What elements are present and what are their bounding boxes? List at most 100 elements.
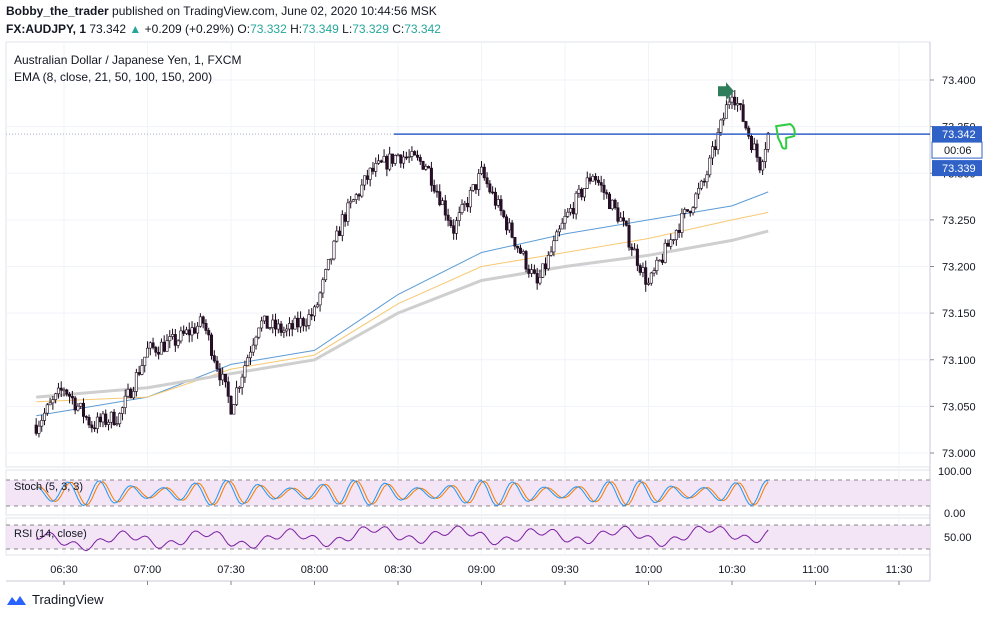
- candle-body: [513, 237, 517, 247]
- candle-body: [120, 407, 124, 414]
- candle-body: [43, 412, 47, 421]
- candle-body: [761, 161, 765, 171]
- candle-body: [101, 413, 105, 423]
- candle-body: [210, 334, 214, 356]
- candle-body: [254, 336, 258, 346]
- candle-body: [566, 211, 570, 217]
- stoch-d-line: [36, 480, 769, 506]
- candle-body: [429, 167, 433, 186]
- candle-body: [260, 320, 264, 329]
- candle-body: [744, 121, 748, 129]
- candle-body: [179, 330, 183, 342]
- arrow-right-icon: [718, 82, 734, 101]
- candle-body: [246, 357, 250, 367]
- candle-body: [154, 347, 158, 353]
- candle-body: [688, 210, 692, 214]
- candle-body: [301, 318, 305, 326]
- candle-body: [763, 149, 767, 162]
- candle-body: [660, 259, 664, 263]
- candle-body: [441, 200, 445, 206]
- candle-body: [435, 190, 439, 193]
- ema-legend: EMA (8, close, 21, 50, 100, 150, 200): [14, 70, 212, 84]
- candle-body: [262, 315, 266, 322]
- candle-body: [574, 192, 578, 215]
- candle-body: [168, 336, 172, 342]
- candle-body: [646, 282, 650, 285]
- candle-body: [243, 365, 247, 378]
- candle-body: [491, 191, 495, 194]
- candle-body: [187, 329, 191, 336]
- c-label: C:: [392, 22, 405, 36]
- candle-body: [649, 272, 653, 284]
- stoch-legend: Stoch (5, 3, 3): [14, 481, 83, 493]
- candle-body: [591, 176, 595, 182]
- close-value: 73.342: [404, 22, 441, 36]
- candle-body: [613, 199, 617, 209]
- candle-body: [610, 199, 614, 210]
- symbol[interactable]: FX:AUDJPY, 1: [6, 22, 87, 36]
- candle-body: [329, 258, 333, 261]
- candle-body: [672, 239, 676, 241]
- publish-info: Bobby_the_trader published on TradingVie…: [6, 4, 437, 18]
- candle-body: [332, 240, 336, 260]
- candle-body: [165, 340, 169, 352]
- candle-body: [749, 135, 753, 151]
- stoch-tick-label: 100.00: [938, 466, 972, 478]
- candle-body: [335, 230, 339, 242]
- brand-name[interactable]: TradingView: [32, 592, 104, 607]
- stoch-tick-label: 0.00: [944, 508, 965, 520]
- candle-body: [702, 180, 706, 183]
- candle-body: [479, 166, 483, 174]
- candle-body: [307, 314, 311, 326]
- candle-body: [680, 213, 684, 233]
- author-name[interactable]: Bobby_the_trader: [6, 4, 109, 18]
- candle-body: [176, 340, 180, 346]
- candle-body: [599, 182, 603, 186]
- candle-body: [257, 327, 261, 338]
- candle-body: [730, 96, 734, 103]
- candle-body: [752, 143, 756, 151]
- candle-body: [694, 193, 698, 208]
- candle-body: [633, 248, 637, 251]
- candle-body: [62, 389, 66, 392]
- candle-body: [655, 259, 659, 271]
- candle-body: [527, 268, 531, 274]
- open-value: 73.332: [250, 22, 287, 36]
- candle-body: [282, 330, 286, 333]
- candle-body: [340, 214, 344, 236]
- candle-body: [488, 183, 492, 193]
- candle-body: [421, 161, 425, 170]
- candle-body: [118, 413, 122, 425]
- candle-body: [56, 387, 60, 395]
- candle-body: [321, 279, 325, 294]
- l-label: L:: [342, 22, 353, 36]
- candle-body: [549, 251, 553, 256]
- candle-body: [766, 132, 770, 150]
- candle-body: [755, 143, 759, 158]
- candle-body: [524, 251, 528, 270]
- candle-body: [196, 325, 200, 334]
- candle-body: [148, 342, 152, 349]
- candle-body: [357, 194, 361, 197]
- candle-body: [109, 411, 113, 423]
- candle-body: [368, 167, 372, 180]
- candle-body: [287, 323, 291, 330]
- candle-body: [616, 207, 620, 222]
- candle-body: [580, 188, 584, 198]
- rsi-tick-label: 50.00: [944, 532, 972, 544]
- candle-body: [226, 381, 230, 397]
- candle-body: [45, 404, 49, 414]
- candle-body: [685, 209, 689, 212]
- y-tick-label: 73.100: [942, 355, 976, 367]
- candle-body: [747, 127, 751, 137]
- candle-body: [608, 193, 612, 210]
- y-tick-label: 73.050: [942, 401, 976, 413]
- candle-body: [104, 413, 108, 425]
- candle-body: [248, 351, 252, 359]
- candle-body: [521, 251, 525, 254]
- candle-body: [112, 411, 116, 425]
- candle-body: [477, 173, 481, 190]
- candle-body: [474, 184, 478, 190]
- candle-body: [418, 157, 422, 162]
